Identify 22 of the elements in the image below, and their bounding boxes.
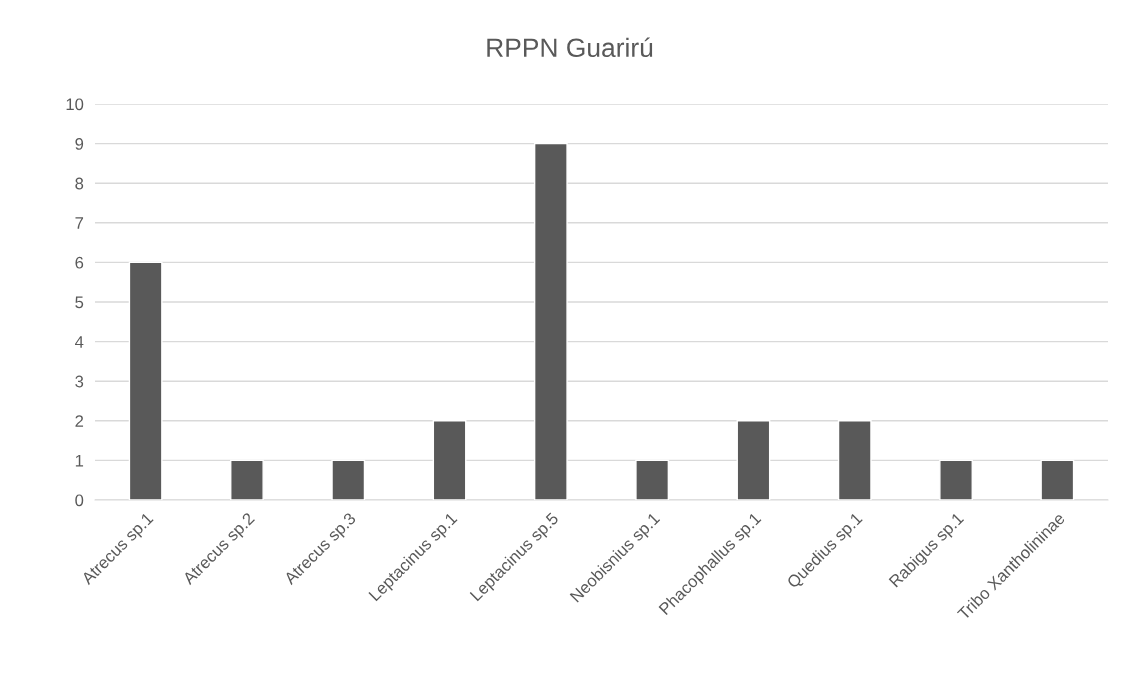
y-tick-label: 5: [75, 296, 84, 309]
y-tick-label: 0: [75, 494, 84, 507]
bar: [432, 420, 467, 500]
bar: [230, 459, 264, 500]
y-tick-label: 8: [75, 177, 84, 190]
y-tick-label: 4: [75, 336, 84, 348]
chart-title: RPPN Guarirú: [487, 37, 653, 58]
y-tick-label: 9: [75, 138, 84, 150]
y-tick-label: 1: [75, 454, 84, 467]
y-tick-label: 6: [75, 256, 84, 269]
bar: [331, 459, 366, 500]
bar: [736, 420, 771, 500]
bar: [128, 261, 163, 500]
bar: [533, 142, 568, 500]
y-tick-label: 3: [75, 375, 84, 388]
y-tick-label: 2: [75, 415, 84, 427]
bar: [837, 420, 872, 500]
bar: [635, 459, 670, 500]
y-tick-label: 7: [75, 217, 84, 229]
bar: [1040, 459, 1075, 500]
bar: [939, 459, 973, 500]
y-tick-label: 10: [66, 98, 84, 111]
